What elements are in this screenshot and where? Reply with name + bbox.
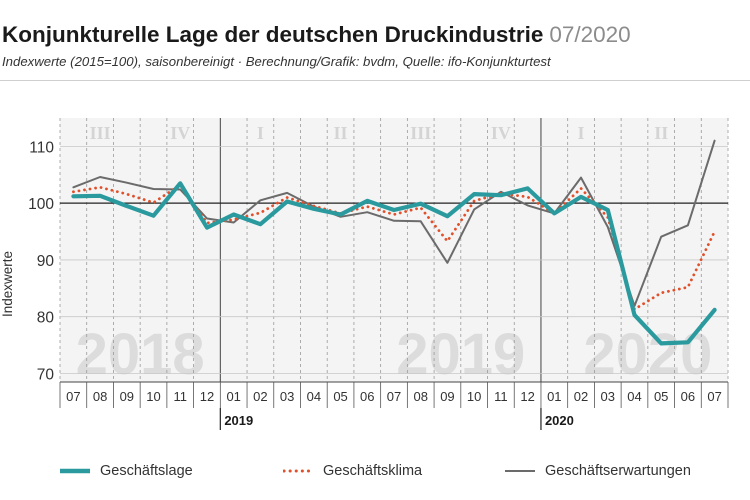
legend-item-geschaeftslage: Geschäftslage <box>60 463 193 479</box>
legend-swatch-geschaeftsklima <box>283 469 313 473</box>
year-label-2020: 2020 <box>545 413 574 428</box>
chart-legend: Geschäftslage Geschäftsklima Geschäftser… <box>0 455 750 491</box>
x-tick-label-8: 03 <box>280 389 294 404</box>
y-tick-label-110: 110 <box>29 139 54 156</box>
chart-header: Konjunkturelle Lage der deutschen Drucki… <box>0 0 750 80</box>
x-tick-label-15: 10 <box>467 389 481 404</box>
legend-item-geschaeftserwartungen: Geschäftserwartungen <box>505 463 691 479</box>
x-tick-label-14: 09 <box>440 389 454 404</box>
x-tick-label-11: 06 <box>360 389 374 404</box>
quarter-label-7: II <box>654 123 668 143</box>
legend-label-geschaeftserwartungen: Geschäftserwartungen <box>545 463 691 479</box>
chart-title: Konjunkturelle Lage der deutschen Drucki… <box>2 22 631 48</box>
quarter-label-2: I <box>257 123 264 143</box>
y-tick-label-70: 70 <box>37 366 55 383</box>
x-tick-label-6: 01 <box>226 389 240 404</box>
x-tick-label-5: 12 <box>200 389 214 404</box>
x-tick-label-9: 04 <box>307 389 321 404</box>
x-tick-label-13: 08 <box>413 389 427 404</box>
quarter-label-3: II <box>334 123 348 143</box>
x-tick-label-0: 07 <box>66 389 80 404</box>
x-tick-label-24: 07 <box>707 389 721 404</box>
x-tick-label-7: 02 <box>253 389 267 404</box>
legend-label-geschaeftsklima: Geschäftsklima <box>323 463 423 479</box>
y-tick-label-100: 100 <box>28 196 54 213</box>
legend-label-geschaeftslage: Geschäftslage <box>100 463 193 479</box>
x-tick-label-21: 04 <box>627 389 641 404</box>
x-tick-label-20: 03 <box>601 389 615 404</box>
quarter-label-6: I <box>578 123 585 143</box>
x-tick-label-12: 07 <box>387 389 401 404</box>
legend-swatch-geschaeftslage <box>60 468 90 474</box>
series-line-geschaeftslage <box>71 181 717 346</box>
legend-swatch-geschaeftserwartungen <box>505 470 535 472</box>
x-tick-label-1: 08 <box>93 389 107 404</box>
x-tick-label-3: 10 <box>146 389 160 404</box>
x-tick-label-19: 02 <box>574 389 588 404</box>
x-tick-label-17: 12 <box>520 389 534 404</box>
quarter-label-0: III <box>90 123 111 143</box>
x-tick-label-2: 09 <box>120 389 134 404</box>
quarter-label-4: III <box>410 123 431 143</box>
series-line-geschaeftserwartungen <box>72 139 716 307</box>
x-tick-label-10: 05 <box>333 389 347 404</box>
legend-item-geschaeftsklima: Geschäftsklima <box>283 463 422 479</box>
chart-title-main: Konjunkturelle Lage der deutschen Drucki… <box>2 22 544 47</box>
x-tick-label-23: 06 <box>681 389 695 404</box>
chart-title-date: 07/2020 <box>549 22 631 47</box>
x-tick-label-18: 01 <box>547 389 561 404</box>
y-axis-label: Indexwerte <box>0 251 15 317</box>
header-divider <box>0 80 750 81</box>
year-label-2019: 2019 <box>224 413 253 428</box>
quarter-label-1: IV <box>170 123 190 143</box>
y-tick-label-90: 90 <box>37 253 55 270</box>
chart-subtitle: Indexwerte (2015=100), saisonbereinigt ·… <box>2 54 551 69</box>
x-tick-label-16: 11 <box>494 389 508 404</box>
x-tick-label-22: 05 <box>654 389 668 404</box>
quarter-label-5: IV <box>491 123 511 143</box>
x-tick-label-4: 11 <box>173 389 187 404</box>
y-tick-label-80: 80 <box>37 310 55 327</box>
